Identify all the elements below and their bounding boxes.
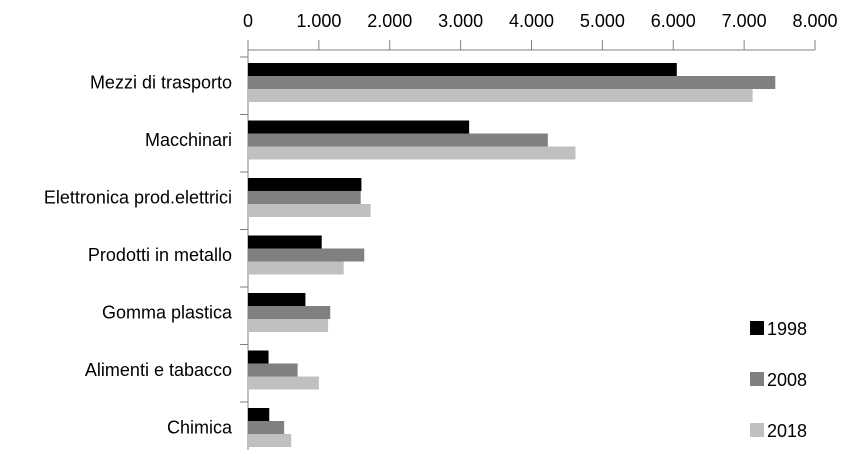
bar-1998-6 (248, 408, 270, 421)
legend-swatch-2018 (750, 423, 764, 437)
bar-2008-5 (248, 363, 298, 377)
x-tick-label: 1.000 (296, 11, 341, 31)
bar-2018-2 (248, 204, 371, 217)
bar-2018-5 (248, 376, 319, 390)
bar-2018-0 (248, 89, 753, 102)
x-tick-label: 5.000 (580, 11, 625, 31)
axis-layer: 0 1.000 2.000 3.000 4.000 5.000 6.000 7.000 8.00… (240, 11, 838, 450)
category-label: Gomma plastica (102, 303, 233, 323)
bar-2018-3 (248, 261, 344, 275)
x-tick-label: 4.000 (509, 11, 554, 31)
bar-2008-0 (248, 76, 776, 89)
x-tick-label: 3.000 (438, 11, 483, 31)
category-label: Alimenti e tabacco (85, 360, 232, 380)
category-label: Macchinari (145, 130, 232, 150)
bar-2018-6 (248, 434, 292, 447)
bar-1998-0 (248, 63, 677, 76)
category-label: Chimica (167, 418, 233, 438)
category-label: Elettronica prod.elettrici (44, 188, 232, 208)
bar-1998-3 (248, 235, 322, 249)
bar-2008-4 (248, 306, 331, 319)
x-tick-label: 6.000 (651, 11, 696, 31)
legend-label-2008: 2008 (767, 370, 807, 390)
x-tick-label: 0 (243, 11, 253, 31)
category-label: Prodotti in metallo (88, 245, 232, 265)
bar-1998-2 (248, 178, 362, 191)
x-tick-label: 7.000 (722, 11, 767, 31)
bar-2008-3 (248, 248, 365, 262)
legend-swatch-2008 (750, 372, 764, 386)
bar-1998-5 (248, 350, 269, 364)
legend-label-2018: 2018 (767, 421, 807, 441)
bar-2008-6 (248, 421, 285, 434)
bar-1998-4 (248, 293, 306, 306)
legend-label-1998: 1998 (767, 319, 807, 339)
bar-2008-2 (248, 191, 361, 204)
bars-layer (248, 63, 776, 447)
legend: 1998 2008 2018 (750, 319, 807, 441)
bar-2018-4 (248, 319, 329, 332)
x-tick-label: 8.000 (792, 11, 837, 31)
bar-2018-1 (248, 146, 576, 160)
bar-2008-1 (248, 133, 548, 147)
legend-swatch-1998 (750, 321, 764, 335)
category-label: Mezzi di trasporto (90, 73, 232, 93)
x-tick-label: 2.000 (367, 11, 412, 31)
category-labels: Mezzi di trasporto Macchinari Elettronica … (44, 73, 233, 438)
bar-1998-1 (248, 120, 470, 134)
